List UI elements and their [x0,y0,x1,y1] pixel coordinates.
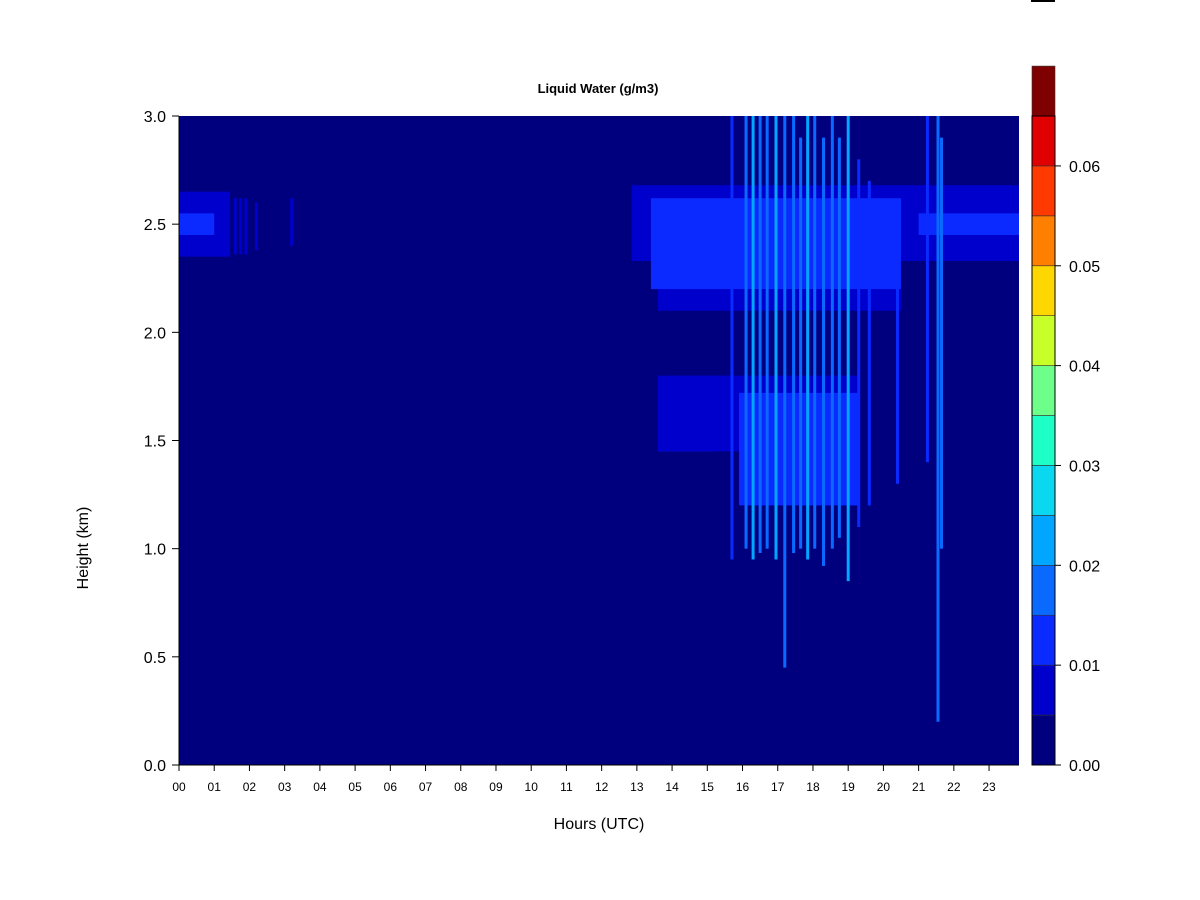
colorbar-tick-label-6: 0.06 [1069,159,1100,176]
x-tick-label-17: 17 [771,780,785,794]
x-axis-label: Hours (UTC) [554,816,645,833]
plot-area [179,116,1019,765]
heatmap-region-5 [918,213,1019,235]
heatmap-streak-19 [846,116,850,582]
colorbar: 0.00 0.01 0.02 0.03 0.04 0.05 0.06 [1031,65,1100,775]
heatmap-streak-25 [940,137,944,549]
colorbar-swatch-4 [1031,515,1056,566]
heatmap-streak-23 [925,116,929,463]
x-tick-label-20: 20 [877,780,891,794]
heatmap-streak-15 [813,116,817,549]
heatmap-streak-1 [239,198,243,255]
heatmap-streak-3 [254,202,258,251]
colorbar-swatch-0 [1031,714,1056,766]
colorbar-swatch-10 [1031,215,1056,267]
heatmap-region-1 [179,213,215,235]
colorbar-tick-label-1: 0.01 [1069,658,1100,675]
colorbar-tick-label-0: 0.00 [1069,758,1100,775]
x-tick-label-2: 02 [243,780,257,794]
y-axis: 0.0 0.5 1.0 1.5 2.0 2.5 3.0 [144,109,180,775]
heatmap-streak-2 [244,198,248,255]
y-tick-label-3: 1.5 [144,434,166,451]
heatmap-streak-6 [744,116,748,549]
colorbar-swatch-11 [1031,165,1056,217]
heatmap-streak-7 [751,116,755,560]
colorbar-swatch-12 [1031,115,1056,167]
x-tick-label-5: 05 [348,780,362,794]
colorbar-swatch-6 [1031,415,1056,466]
chart-title: Liquid Water (g/m3) [538,81,659,96]
y-axis-label: Height (km) [75,507,92,590]
y-tick-label-2: 1.0 [144,542,166,559]
x-tick-label-22: 22 [947,780,961,794]
x-tick-label-3: 03 [278,780,292,794]
x-axis: 00 01 02 03 04 05 06 07 08 09 10 11 12 13 14 15 16 17 18 19… [172,764,1019,794]
x-tick-label-4: 04 [313,780,327,794]
corner-mark [1031,0,1055,2]
x-tick-label-8: 08 [454,780,468,794]
heatmap-streak-14 [806,116,810,560]
colorbar-swatch-7 [1031,365,1056,416]
heatmap-streak-18 [837,137,841,538]
x-tick-label-23: 23 [982,780,996,794]
heatmap-streak-10 [774,116,778,560]
x-tick-label-18: 18 [806,780,820,794]
heatmap-streak-20 [857,159,861,528]
colorbar-swatch-8 [1031,315,1056,366]
y-tick-label-4: 2.0 [144,325,166,342]
heatmap-streak-13 [799,137,803,549]
x-tick-label-1: 01 [208,780,222,794]
heatmap-streak-24 [936,116,940,722]
y-tick-label-5: 2.5 [144,217,166,234]
heatmap-streak-22 [895,202,899,484]
colorbar-swatch-1 [1031,664,1056,716]
x-tick-label-14: 14 [665,780,679,794]
colorbar-swatch-2 [1031,614,1056,666]
x-tick-label-10: 10 [525,780,539,794]
heatmap-streak-21 [867,180,871,506]
colorbar-tick-label-5: 0.05 [1069,259,1100,276]
x-tick-label-19: 19 [842,780,856,794]
colorbar-swatch-3 [1031,565,1056,616]
colorbar-swatch-5 [1031,465,1056,516]
heatmap-streak-16 [822,137,826,566]
x-tick-label-6: 06 [384,780,398,794]
colorbar-tick-label-3: 0.03 [1069,458,1100,475]
x-tick-label-16: 16 [736,780,750,794]
y-tick-label-1: 0.5 [144,650,166,667]
heatmap-streak-17 [830,116,834,549]
x-tick-label-11: 11 [560,780,573,794]
heatmap-streak-4 [290,198,294,246]
heatmap-streak-9 [765,116,769,549]
heatmap-streak-12 [792,116,796,553]
heatmap-streak-8 [758,116,762,553]
heatmap-streak-5 [730,116,734,560]
heatmap-streak-11 [783,116,787,668]
colorbar-tick-label-4: 0.04 [1069,359,1100,376]
x-tick-label-13: 13 [630,780,644,794]
x-tick-label-7: 07 [419,780,433,794]
colorbar-frame [1031,115,1056,766]
y-tick-label-0: 0.0 [144,758,166,775]
x-tick-label-9: 09 [489,780,503,794]
x-tick-label-12: 12 [595,780,609,794]
colorbar-swatch-13 [1031,65,1056,117]
x-tick-label-21: 21 [912,780,926,794]
y-tick-label-6: 3.0 [144,109,166,126]
heatmap-streak-0 [233,198,237,255]
x-tick-label-15: 15 [701,780,715,794]
colorbar-tick-label-2: 0.02 [1069,558,1100,575]
colorbar-swatch-9 [1031,265,1056,316]
x-tick-label-0: 00 [172,780,186,794]
